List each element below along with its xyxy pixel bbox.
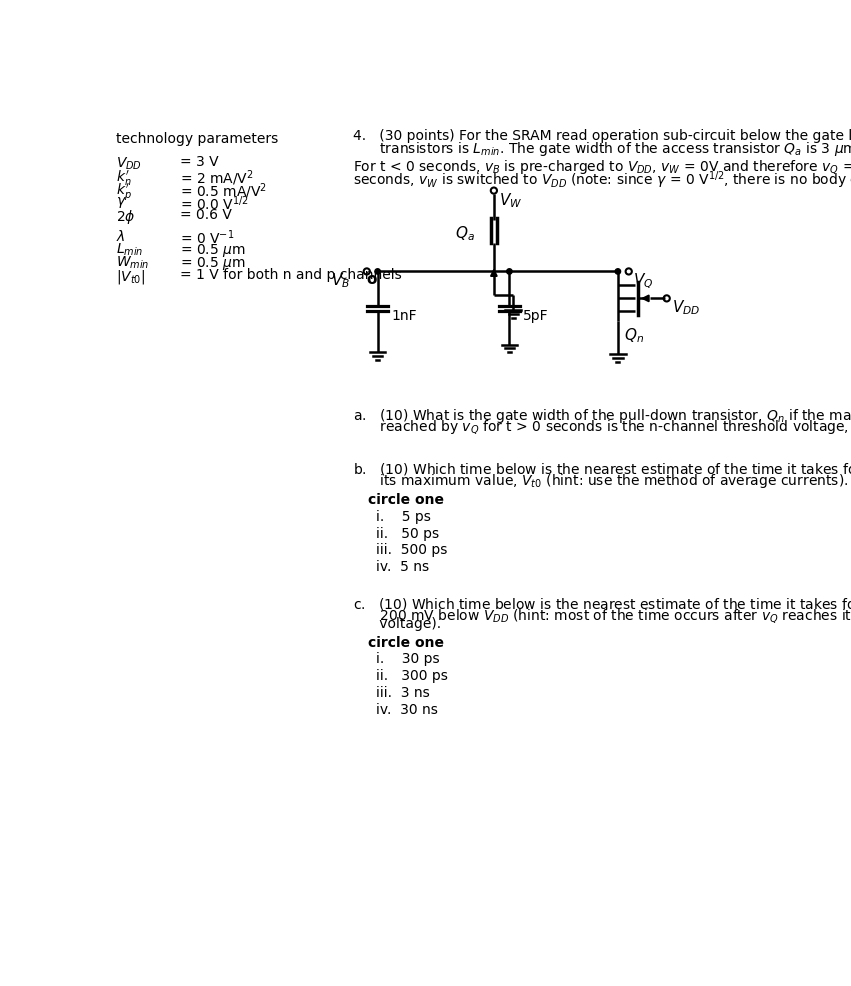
Text: a.   (10) What is the gate width of the pull-down transistor, $Q_n$ if the maxim: a. (10) What is the gate width of the pu…: [353, 407, 851, 425]
Text: ii.   50 ps: ii. 50 ps: [376, 526, 439, 540]
Text: iii.  500 ps: iii. 500 ps: [376, 543, 448, 557]
Text: circle one: circle one: [368, 493, 444, 507]
Text: technology parameters: technology parameters: [116, 132, 278, 146]
Text: $\lambda$: $\lambda$: [116, 229, 125, 244]
Text: $V_B$: $V_B$: [331, 271, 351, 290]
Text: $V_{DD}$: $V_{DD}$: [672, 299, 700, 317]
Text: 1nF: 1nF: [391, 309, 417, 322]
Text: = 3 V: = 3 V: [180, 155, 219, 170]
Text: $\gamma$: $\gamma$: [116, 194, 127, 209]
Text: iii.  3 ns: iii. 3 ns: [376, 685, 430, 699]
Text: c.   (10) Which time below is the nearest estimate of the time it takes for $v_B: c. (10) Which time below is the nearest …: [353, 596, 851, 613]
Text: = 2 mA/V$^2$: = 2 mA/V$^2$: [180, 169, 254, 188]
Text: iv.  30 ns: iv. 30 ns: [376, 702, 438, 716]
Text: circle one: circle one: [368, 635, 444, 649]
Text: = 1 V for both n and p channels: = 1 V for both n and p channels: [180, 267, 402, 282]
Text: |$V_{t0}$|: |$V_{t0}$|: [116, 267, 146, 286]
Text: = 0.5 $\mu$m: = 0.5 $\mu$m: [180, 242, 246, 258]
Text: its maximum value, $V_{t0}$ (hint: use the method of average currents).: its maximum value, $V_{t0}$ (hint: use t…: [353, 471, 848, 489]
Text: = 0.0 V$^{1/2}$: = 0.0 V$^{1/2}$: [180, 194, 248, 213]
Text: seconds, $v_W$ is switched to $V_{DD}$ (note: since $\gamma$ = 0 V$^{1/2}$, ther: seconds, $v_W$ is switched to $V_{DD}$ (…: [353, 169, 851, 190]
Text: = 0.6 V: = 0.6 V: [180, 207, 231, 222]
Text: = 0 V$^{-1}$: = 0 V$^{-1}$: [180, 229, 234, 246]
Text: = 0.5 mA/V$^2$: = 0.5 mA/V$^2$: [180, 181, 267, 201]
Text: $V_Q$: $V_Q$: [633, 271, 654, 291]
Text: 4.   (30 points) For the SRAM read operation sub-circuit below the gate length f: 4. (30 points) For the SRAM read operati…: [353, 129, 851, 143]
Text: $Q_n$: $Q_n$: [624, 326, 644, 345]
Text: i.    30 ps: i. 30 ps: [376, 652, 440, 666]
Text: = 0.5 $\mu$m: = 0.5 $\mu$m: [180, 254, 246, 271]
Text: $Q_a$: $Q_a$: [455, 225, 475, 244]
Text: b.   (10) Which time below is the nearest estimate of the time it takes for $v_Q: b. (10) Which time below is the nearest …: [353, 460, 851, 478]
Text: iv.  5 ns: iv. 5 ns: [376, 560, 429, 574]
Text: o: o: [366, 271, 376, 286]
Text: $V_W$: $V_W$: [500, 190, 523, 209]
Text: $W_{min}$: $W_{min}$: [116, 254, 149, 271]
Circle shape: [506, 269, 512, 275]
Text: For t < 0 seconds, $v_B$ is pre-charged to $V_{DD}$, $v_W$ = 0V and therefore $v: For t < 0 seconds, $v_B$ is pre-charged …: [353, 159, 851, 176]
Circle shape: [615, 269, 620, 275]
Text: reached by $v_Q$ for t > 0 seconds is the n-channel threshold voltage, $V_{t0}$.: reached by $v_Q$ for t > 0 seconds is th…: [353, 417, 851, 436]
Text: $k_p'$: $k_p'$: [116, 181, 131, 202]
Text: voltage).: voltage).: [353, 617, 441, 631]
Text: $V_{DD}$: $V_{DD}$: [116, 155, 142, 172]
Circle shape: [375, 269, 380, 275]
Text: 200 mV below $V_{DD}$ (hint: most of the time occurs after $v_Q$ reaches its max: 200 mV below $V_{DD}$ (hint: most of the…: [353, 606, 851, 624]
Text: 5pF: 5pF: [523, 309, 549, 322]
Text: transistors is $L_{min}$. The gate width of the access transistor $Q_a$ is 3 $\m: transistors is $L_{min}$. The gate width…: [353, 140, 851, 158]
Text: i.    5 ps: i. 5 ps: [376, 509, 431, 523]
Text: $L_{min}$: $L_{min}$: [116, 242, 143, 257]
Text: $2\phi$: $2\phi$: [116, 207, 135, 226]
Text: ii.   300 ps: ii. 300 ps: [376, 669, 448, 682]
Text: $k_n'$: $k_n'$: [116, 169, 131, 187]
